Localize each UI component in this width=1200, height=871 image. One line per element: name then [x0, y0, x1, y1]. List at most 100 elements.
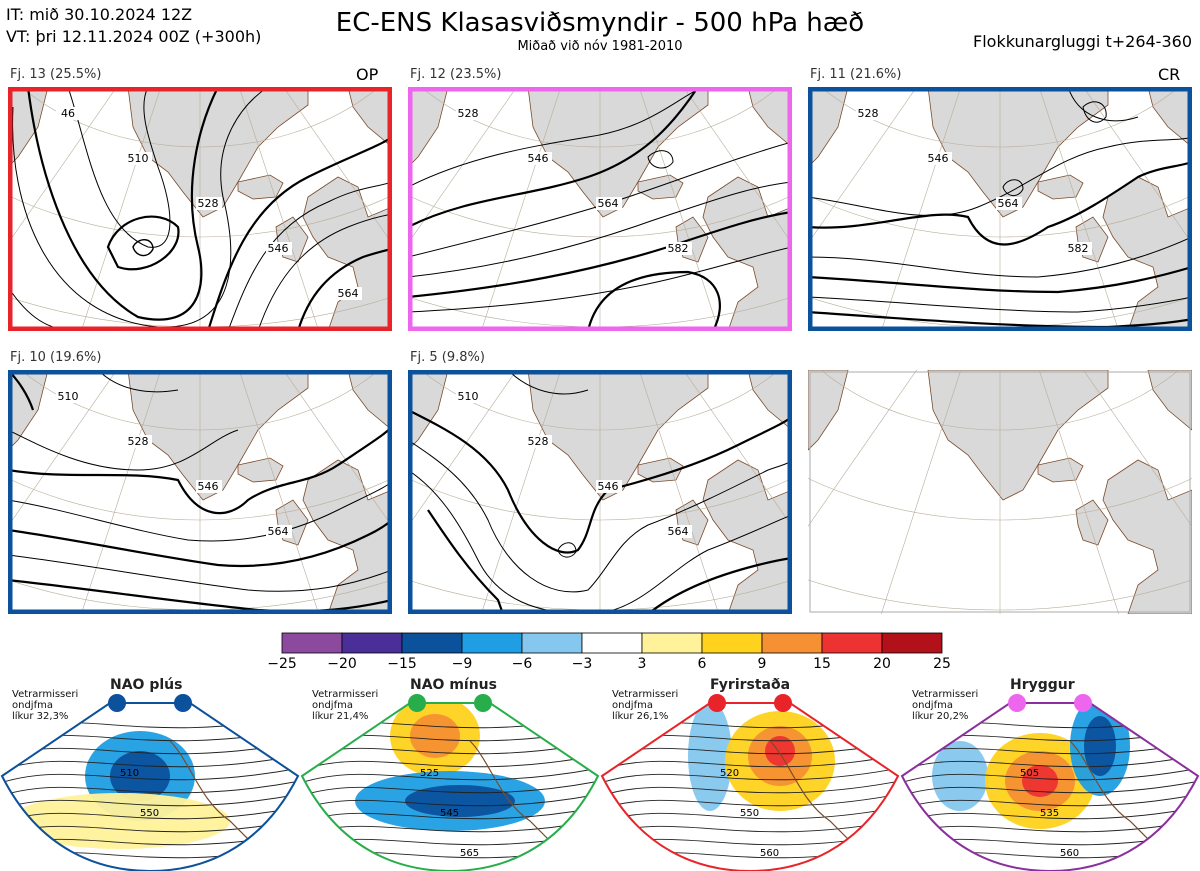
colorbar-bin-1	[341, 632, 403, 654]
height-contour-4	[647, 556, 792, 614]
panel-tag-op: OP	[356, 65, 379, 84]
meridian-line	[8, 87, 117, 244]
landmass-1	[408, 87, 449, 168]
contour-label: 528	[528, 435, 549, 448]
height-contour-4	[132, 239, 154, 257]
regime-contour-5	[602, 780, 898, 797]
anomaly-blob-1	[110, 751, 170, 801]
height-contour-2	[808, 236, 1192, 278]
regime-contour-5	[2, 780, 298, 797]
landmass-0	[927, 370, 1109, 501]
contour-label-bg	[526, 435, 552, 448]
landmass-3	[637, 457, 684, 483]
regime-marker-dot	[774, 694, 792, 712]
height-contour-5	[206, 136, 392, 331]
regime-contour-6	[2, 793, 298, 810]
regime-map-0: 510 550	[0, 702, 300, 871]
cluster-panel-11: 528 546 564 582	[808, 87, 1192, 331]
anomaly-blob-2	[10, 793, 230, 849]
anomaly-blob-3	[1022, 765, 1058, 797]
landmass-1	[808, 87, 849, 168]
height-contour-4	[808, 296, 1192, 313]
contour-label-bg	[996, 197, 1022, 210]
panel-frame	[408, 370, 792, 614]
regime-contour-7	[2, 806, 298, 823]
colorbar-bin-6	[641, 632, 703, 654]
height-contour-0	[808, 136, 1192, 217]
landmass-4	[302, 459, 392, 614]
contour-label: 510	[58, 390, 79, 403]
height-contour-5	[8, 578, 392, 613]
meridian-line	[683, 87, 792, 244]
contour-label: 564	[598, 197, 619, 210]
contour-label-bg	[856, 107, 882, 120]
regime-map-1: 525 545 565	[300, 702, 600, 871]
regime-contour-label: 535	[1040, 808, 1059, 819]
panel-label-13: Fj. 13 (25.5%)	[10, 67, 102, 82]
panel-map: 510 528 546 564	[8, 370, 392, 614]
meridian-line	[1038, 87, 1120, 331]
meridian-line	[238, 370, 320, 614]
panel-map: 510 528 546 564	[408, 370, 792, 614]
panel-label-12: Fj. 12 (23.5%)	[410, 67, 502, 82]
colorbar-bin-3	[461, 632, 523, 654]
colorbar-bin-0	[281, 632, 343, 654]
header-times: IT: mið 30.10.2024 12Z VT: þri 12.11.202…	[6, 4, 261, 48]
colorbar-tick: −25	[267, 656, 297, 672]
landmass-3	[237, 174, 284, 200]
height-contour-6	[586, 270, 721, 331]
colorbar-bin-2	[401, 632, 463, 654]
regime-contour-3	[602, 754, 898, 771]
regime-contour-4	[302, 767, 598, 784]
regime-title: Hryggur	[1010, 677, 1075, 693]
anomaly-blob-5	[1084, 716, 1116, 776]
regime-title: NAO plús	[110, 677, 183, 693]
landmass-3	[237, 457, 284, 483]
panel-tag-cr: CR	[1158, 65, 1181, 84]
classification-window: Flokkunargluggi t+264-360	[973, 32, 1192, 51]
regime-contour-label: 510	[120, 768, 139, 779]
cluster-panel-5: 510 528 546 564	[408, 370, 792, 614]
height-contour-1	[8, 424, 392, 515]
height-contour-0	[408, 409, 792, 554]
regime-marker-dot	[708, 694, 726, 712]
colorbar-bin-5	[581, 632, 643, 654]
height-contour-6	[227, 181, 392, 331]
regime-marker-dot	[174, 694, 192, 712]
height-contour-4	[408, 210, 792, 299]
regime-coastline	[169, 740, 261, 852]
contour-label: 510	[128, 152, 149, 165]
contour-label: 564	[668, 525, 689, 538]
anomaly-blob-0	[688, 703, 732, 811]
contour-label-bg	[196, 197, 222, 210]
landmass-1	[408, 370, 449, 451]
regime-contour-6	[602, 793, 898, 810]
meridian-line	[638, 370, 720, 614]
meridian-line	[408, 370, 517, 527]
height-contour-0	[408, 87, 709, 188]
panel-map: 528 546 564 582	[808, 87, 1192, 331]
colorbar-tick: 25	[933, 656, 951, 672]
contour-label-bg	[596, 480, 622, 493]
colorbar-tick: −6	[511, 656, 533, 672]
regime-coastline	[1069, 740, 1161, 852]
meridian-line	[638, 87, 720, 331]
panel-label-11: Fj. 11 (21.6%)	[810, 67, 902, 82]
panel-label-5: Fj. 5 (9.8%)	[410, 350, 485, 365]
contour-label: 528	[198, 197, 219, 210]
contour-label-bg	[666, 242, 692, 255]
height-contour-4	[8, 554, 392, 592]
colorbar-tick: −9	[451, 656, 473, 672]
regime-contour-label: 565	[460, 848, 479, 859]
colorbar-tick: −15	[387, 656, 417, 672]
regime-map-3: 505 535 560	[900, 702, 1200, 871]
contour-label-bg	[456, 390, 482, 403]
regime-contour-4	[902, 767, 1198, 784]
height-contour-8	[1082, 101, 1107, 123]
landmass-4	[302, 176, 392, 331]
meridian-line	[408, 87, 517, 244]
landmass-3	[637, 174, 684, 200]
landmass-4	[1102, 176, 1192, 331]
height-contour-1	[408, 87, 699, 228]
meridian-line	[1083, 370, 1192, 527]
